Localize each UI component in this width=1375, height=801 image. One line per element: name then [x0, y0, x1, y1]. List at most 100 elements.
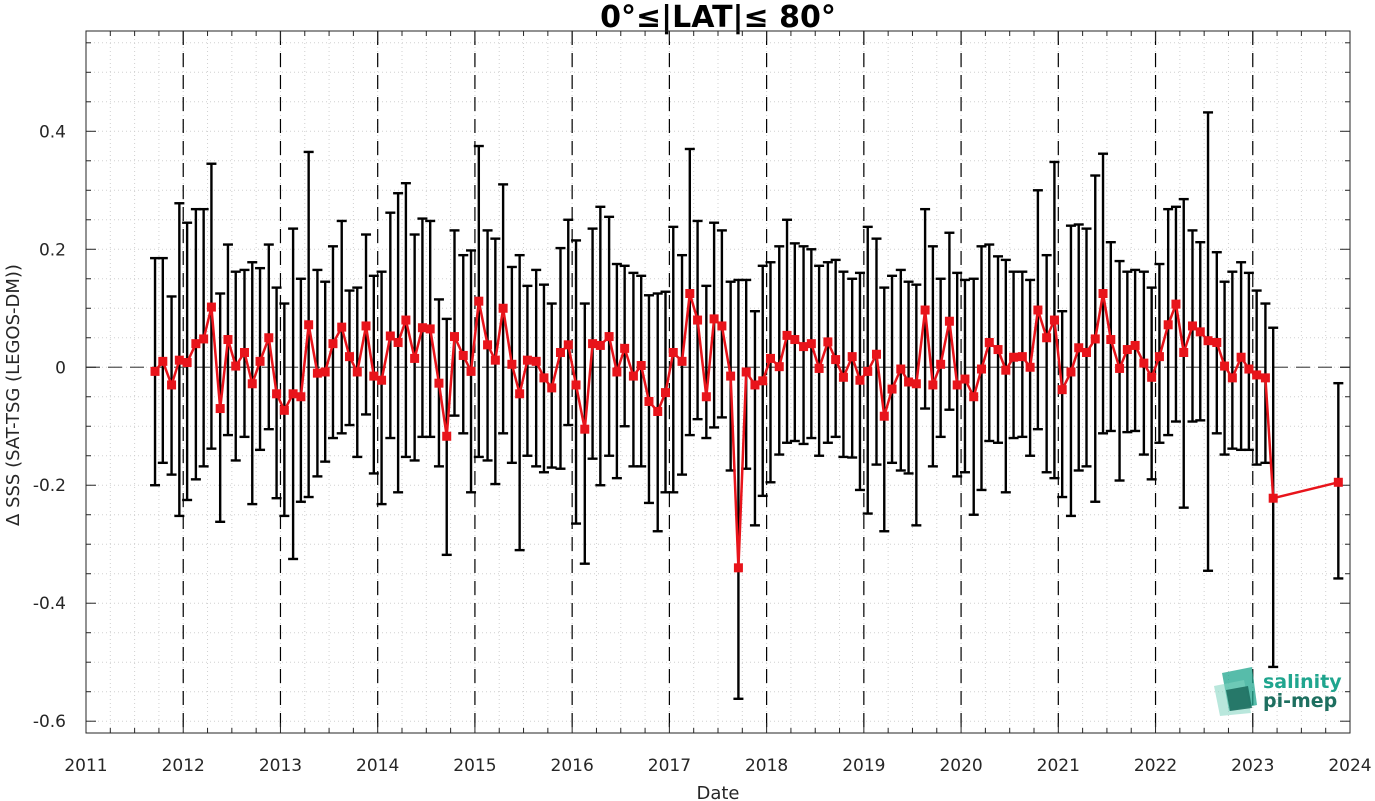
x-axis-tick-labels: 2011 2012 2013 2014 2015 2016 2017 2018 2019 2020…: [64, 756, 1371, 776]
data-point: [653, 406, 663, 416]
data-point: [474, 296, 484, 306]
data-point: [247, 379, 257, 389]
data-point: [498, 303, 508, 313]
y-tick-label: 0.4: [39, 122, 66, 142]
data-point: [871, 349, 881, 359]
data-point: [483, 340, 493, 350]
data-point: [1244, 364, 1254, 374]
data-point: [158, 356, 168, 366]
data-point: [1268, 493, 1278, 503]
data-point: [231, 361, 241, 371]
data-markers: [150, 289, 1343, 573]
data-point: [167, 380, 177, 390]
data-point: [668, 348, 678, 358]
data-point: [1082, 348, 1092, 358]
x-tick-label: 2017: [648, 756, 691, 776]
data-point: [264, 333, 274, 343]
data-point: [806, 339, 816, 349]
data-point: [1236, 352, 1246, 362]
data-point: [1195, 327, 1205, 337]
data-point: [709, 314, 719, 324]
data-point: [304, 320, 314, 330]
data-point: [1171, 299, 1181, 309]
data-point: [1049, 315, 1059, 325]
data-point: [466, 366, 476, 376]
data-point: [1154, 352, 1164, 362]
data-point: [1115, 363, 1125, 373]
error-bars: [150, 111, 1344, 700]
axis-ticks: [85, 31, 1351, 733]
data-point: [758, 376, 768, 386]
data-point: [814, 363, 824, 373]
data-point: [580, 424, 590, 434]
data-point: [1106, 335, 1116, 345]
data-point: [174, 355, 184, 365]
data-point: [733, 563, 743, 573]
data-point: [1220, 361, 1230, 371]
data-point: [628, 371, 638, 381]
data-point: [782, 330, 792, 340]
data-point: [320, 367, 330, 377]
data-point: [369, 371, 379, 381]
data-point: [887, 384, 897, 394]
data-point: [790, 335, 800, 345]
data-point: [255, 356, 265, 366]
data-point: [928, 380, 938, 390]
data-point: [984, 337, 994, 347]
data-point: [1098, 289, 1108, 299]
data-point: [976, 364, 986, 374]
data-point: [799, 342, 809, 352]
data-point: [604, 332, 614, 342]
data-point: [239, 348, 249, 358]
data-point: [288, 389, 298, 399]
data-point: [685, 289, 695, 299]
y-tick-label: 0: [55, 358, 66, 378]
data-point: [182, 358, 192, 368]
data-point: [279, 405, 289, 415]
data-point: [969, 392, 979, 402]
data-point: [774, 362, 784, 372]
data-point: [223, 335, 233, 345]
data-point: [215, 404, 225, 414]
x-tick-label: 2018: [745, 756, 788, 776]
data-point: [1227, 373, 1237, 383]
x-tick-label: 2020: [939, 756, 982, 776]
data-point: [644, 396, 654, 406]
x-tick-label: 2024: [1328, 756, 1371, 776]
logo-text-pi-mep: pi-mep: [1263, 690, 1337, 712]
data-point: [547, 383, 557, 393]
data-point: [507, 359, 517, 369]
data-point: [1122, 345, 1132, 355]
data-point: [1260, 373, 1270, 383]
data-point: [620, 343, 630, 353]
data-point: [944, 316, 954, 326]
data-point: [701, 392, 711, 402]
data-point: [401, 315, 411, 325]
logo-text-salinity: salinity: [1263, 671, 1342, 693]
data-point: [838, 372, 848, 382]
data-point: [1130, 340, 1140, 350]
data-point: [1179, 348, 1189, 358]
data-point: [450, 332, 460, 342]
data-point: [1033, 305, 1043, 315]
y-axis-tick-labels: -0.6 -0.4 -0.2 0 0.2 0.4: [33, 122, 66, 732]
data-point: [766, 353, 776, 363]
data-point: [717, 321, 727, 331]
x-tick-label: 2012: [162, 756, 205, 776]
data-point: [344, 352, 354, 362]
data-point: [425, 324, 435, 334]
data-point: [1009, 352, 1019, 362]
data-point: [337, 322, 347, 332]
data-point: [741, 367, 751, 377]
x-tick-label: 2023: [1231, 756, 1274, 776]
data-point: [896, 364, 906, 374]
data-point: [1187, 321, 1197, 331]
data-point: [1333, 477, 1343, 487]
x-tick-label: 2011: [64, 756, 107, 776]
x-tick-label: 2013: [259, 756, 302, 776]
data-point: [410, 353, 420, 363]
data-point: [539, 373, 549, 383]
data-point: [150, 366, 160, 376]
data-point: [588, 339, 598, 349]
year-divider-lines: [182, 31, 1254, 733]
